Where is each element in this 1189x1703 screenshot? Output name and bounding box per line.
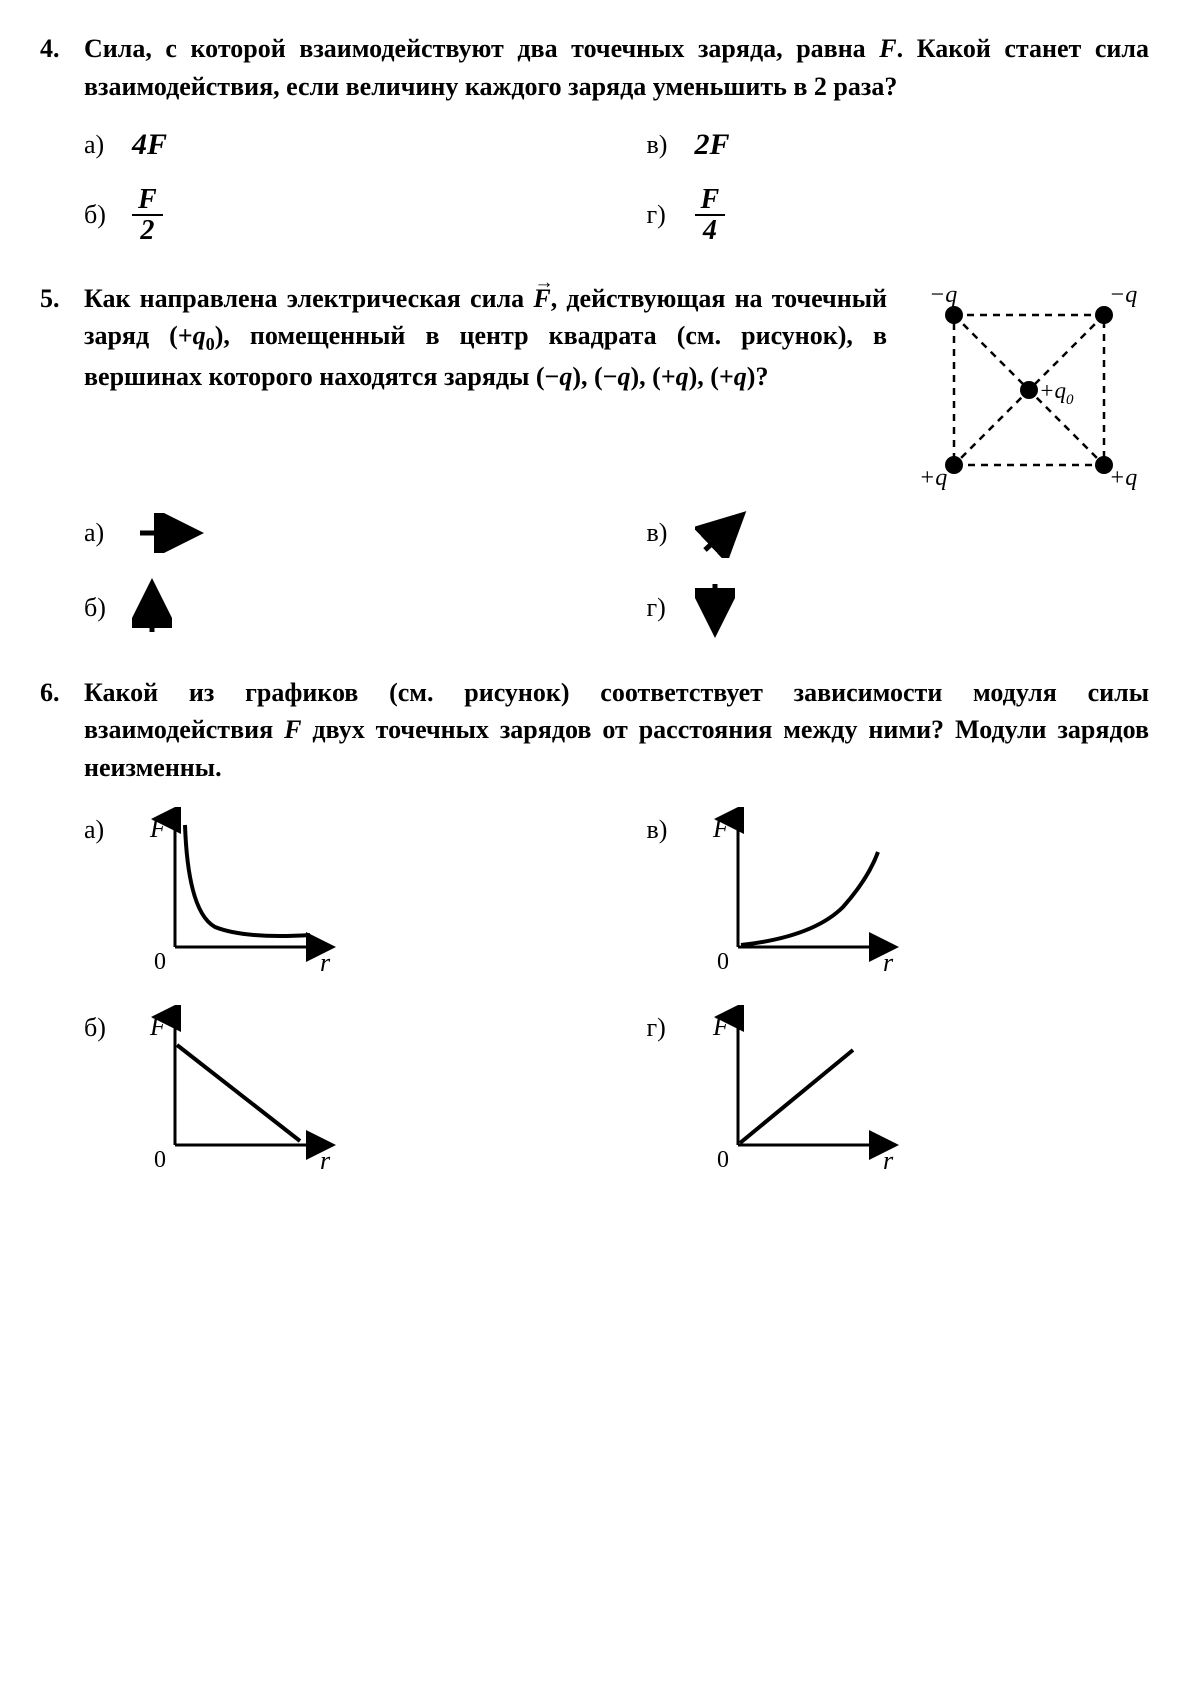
q4-text-part1: Сила, с которой взаимодействуют два точе… xyxy=(84,34,879,63)
svg-text:F: F xyxy=(149,814,167,843)
svg-text:F: F xyxy=(712,1012,730,1041)
q5-ans-v[interactable]: в) xyxy=(647,508,1150,558)
q4-b-label: б) xyxy=(84,196,120,234)
q4-Fvar: F xyxy=(879,34,896,63)
q5-ans-b[interactable]: б) xyxy=(84,576,587,640)
label-tl: −q xyxy=(929,282,957,308)
svg-text:0: 0 xyxy=(154,949,166,975)
q4-a-label: а) xyxy=(84,126,120,164)
q5-q1: q xyxy=(559,362,572,391)
graph-hyperbola-icon: F 0 r xyxy=(130,807,350,977)
q4-g-den: 4 xyxy=(697,216,723,245)
label-br: +q xyxy=(1109,465,1137,490)
q5-q4: q xyxy=(734,362,747,391)
q5-b-label: б) xyxy=(84,589,120,627)
svg-text:r: r xyxy=(320,1146,331,1175)
q5-g-label: г) xyxy=(647,589,683,627)
q6-answers: а) F 0 r в) F 0 r xyxy=(84,807,1149,1175)
q5-ans-a[interactable]: а) xyxy=(84,508,587,558)
q4-ans-a[interactable]: а) 4F xyxy=(84,123,587,167)
q5-ans-g[interactable]: г) xyxy=(647,576,1150,640)
q4-answers: а) 4F в) 2F б) F 2 г) F 4 xyxy=(84,123,1149,245)
svg-text:0: 0 xyxy=(717,949,729,975)
graph-exp-up-icon: F 0 r xyxy=(693,807,913,977)
q6-text: Какой из графиков (см. рисунок) соответс… xyxy=(84,674,1149,787)
q5-q0: q xyxy=(193,321,206,350)
label-bl: +q xyxy=(919,465,947,490)
q5-t1: Как направлена электрическая сила xyxy=(84,284,533,313)
q5-q0sub: 0 xyxy=(206,335,215,355)
q4-ans-b[interactable]: б) F 2 xyxy=(84,185,587,246)
q4-g-num: F xyxy=(695,185,726,216)
arrow-down-icon xyxy=(695,576,735,640)
q5-q3: q xyxy=(676,362,689,391)
q6-g-label: г) xyxy=(647,1005,683,1047)
q5-number: 5. xyxy=(40,280,84,318)
arrow-right-icon xyxy=(132,513,212,553)
q5-figure: −q −q +q +q +q0 xyxy=(909,280,1149,490)
q5-answers: а) в) б) г) xyxy=(84,508,1149,640)
q6-v-label: в) xyxy=(647,807,683,849)
graph-linear-up-icon: F 0 r xyxy=(693,1005,913,1175)
q6-ans-v[interactable]: в) F 0 r xyxy=(647,807,1150,977)
q5-t4: ), (− xyxy=(572,362,617,391)
q5-a-label: а) xyxy=(84,514,120,552)
svg-text:r: r xyxy=(320,948,331,977)
arrow-up-icon xyxy=(132,576,172,640)
label-center: +q0 xyxy=(1039,378,1074,408)
q6-ans-a[interactable]: а) F 0 r xyxy=(84,807,587,977)
arrow-up-right-icon xyxy=(695,508,755,558)
q4-a-value: 4F xyxy=(132,123,167,167)
q5-v-label: в) xyxy=(647,514,683,552)
q6-ans-g[interactable]: г) F 0 r xyxy=(647,1005,1150,1175)
q4-b-fraction: F 2 xyxy=(132,185,163,246)
q5-t5: ), (+ xyxy=(631,362,676,391)
q4-g-fraction: F 4 xyxy=(695,185,726,246)
q4-ans-v[interactable]: в) 2F xyxy=(647,123,1150,167)
q4-v-label: в) xyxy=(647,126,683,164)
svg-text:r: r xyxy=(883,948,894,977)
q6-a-label: а) xyxy=(84,807,120,849)
question-6: 6. Какой из графиков (см. рисунок) соотв… xyxy=(40,674,1149,1175)
svg-text:r: r xyxy=(883,1146,894,1175)
q4-g-label: г) xyxy=(647,196,683,234)
q4-b-num: F xyxy=(132,185,163,216)
question-5: 5. Как направлена электрическая сила F, … xyxy=(40,280,1149,640)
svg-text:F: F xyxy=(712,814,730,843)
q5-q2: q xyxy=(618,362,631,391)
q5-t6: ), (+ xyxy=(689,362,734,391)
q6-ans-b[interactable]: б) F 0 r xyxy=(84,1005,587,1175)
svg-text:0: 0 xyxy=(717,1147,729,1173)
q6-F: F xyxy=(284,715,301,744)
q4-ans-g[interactable]: г) F 4 xyxy=(647,185,1150,246)
svg-text:0: 0 xyxy=(154,1147,166,1173)
q6-number: 6. xyxy=(40,674,84,712)
q5-t7: )? xyxy=(747,362,769,391)
q4-v-value: 2F xyxy=(695,123,730,167)
q4-number: 4. xyxy=(40,30,84,68)
label-tr: −q xyxy=(1109,282,1137,308)
square-charges-diagram: −q −q +q +q +q0 xyxy=(909,280,1149,490)
q6-b-label: б) xyxy=(84,1005,120,1047)
q4-text: Сила, с которой взаимодействуют два точе… xyxy=(84,30,1149,105)
svg-text:F: F xyxy=(149,1012,167,1041)
q5-text: Как направлена электрическая сила F, дей… xyxy=(84,280,887,396)
graph-linear-down-icon: F 0 r xyxy=(130,1005,350,1175)
question-4: 4. Сила, с которой взаимодействуют два т… xyxy=(40,30,1149,246)
q5-Fvec: F xyxy=(533,284,550,313)
q4-b-den: 2 xyxy=(134,216,160,245)
